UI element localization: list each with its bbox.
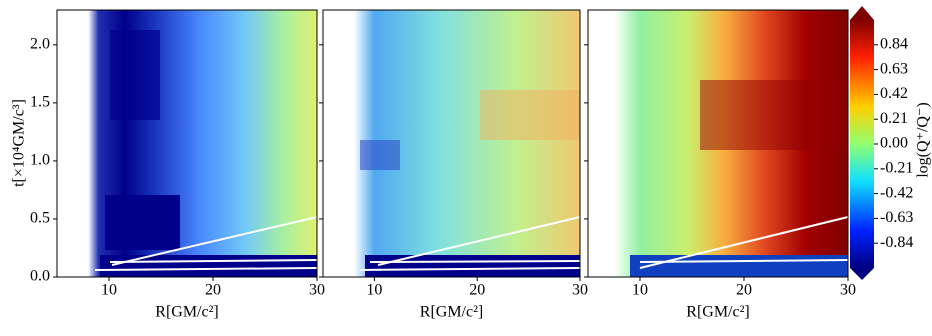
y-tick-label: 0.5 xyxy=(30,210,50,227)
heatmap-patch xyxy=(480,90,580,140)
colorbar-tick-label: 0.21 xyxy=(880,110,908,127)
colorbar-tick-label: -0.21 xyxy=(880,159,913,176)
y-tick-label: 0.0 xyxy=(30,268,50,285)
colorbar-tick-label: -0.84 xyxy=(880,234,913,251)
x-tick-label: 10 xyxy=(366,282,382,299)
x-tick-label: 20 xyxy=(469,282,485,299)
colorbar xyxy=(850,6,874,280)
heatmap xyxy=(57,10,317,277)
y-axis-label: t[×10⁴GM/c³] xyxy=(11,99,28,187)
x-tick-label: 30 xyxy=(309,282,325,299)
y-tick-label: 2.0 xyxy=(30,35,50,52)
axes-frames xyxy=(56,9,849,278)
x-tick-label: 10 xyxy=(101,282,117,299)
heatmap-patch xyxy=(110,30,160,120)
x-tick-label: 20 xyxy=(736,282,752,299)
colorbar-label: log(Q⁺/Q⁻) xyxy=(915,102,932,178)
white-stripes xyxy=(94,216,849,271)
y-tick-label: 1.5 xyxy=(30,94,50,111)
colorbar-extend xyxy=(850,6,874,20)
colorbar-tick-label: 0.63 xyxy=(880,60,908,77)
x-tick-label: 30 xyxy=(840,282,856,299)
heatmap-fields xyxy=(57,10,849,277)
x-axis-label: R[GM/c²] xyxy=(686,304,749,321)
heatmap-band xyxy=(365,255,580,277)
x-axis-label: R[GM/c²] xyxy=(155,304,218,321)
y-tick-label: 1.0 xyxy=(30,152,50,169)
heatmap-patch xyxy=(360,140,400,170)
colorbar-body xyxy=(850,20,874,268)
x-axis-label: R[GM/c²] xyxy=(420,304,483,321)
colorbar-tick-label: 0.42 xyxy=(880,85,908,102)
colorbar-tick-label: -0.42 xyxy=(880,184,913,201)
x-tick-label: 10 xyxy=(632,282,648,299)
heatmap-band xyxy=(630,255,848,277)
x-tick-label: 30 xyxy=(572,282,588,299)
colorbar-tick-label: -0.63 xyxy=(880,209,913,226)
heatmap-patch xyxy=(700,80,848,150)
heatmap-band xyxy=(100,255,317,277)
colorbar-tick-label: 0.84 xyxy=(880,35,908,52)
colorbar-extend xyxy=(850,268,874,280)
x-tick-label: 20 xyxy=(205,282,221,299)
colorbar-tick-label: 0.00 xyxy=(880,135,908,152)
heatmap-patch xyxy=(105,195,180,250)
